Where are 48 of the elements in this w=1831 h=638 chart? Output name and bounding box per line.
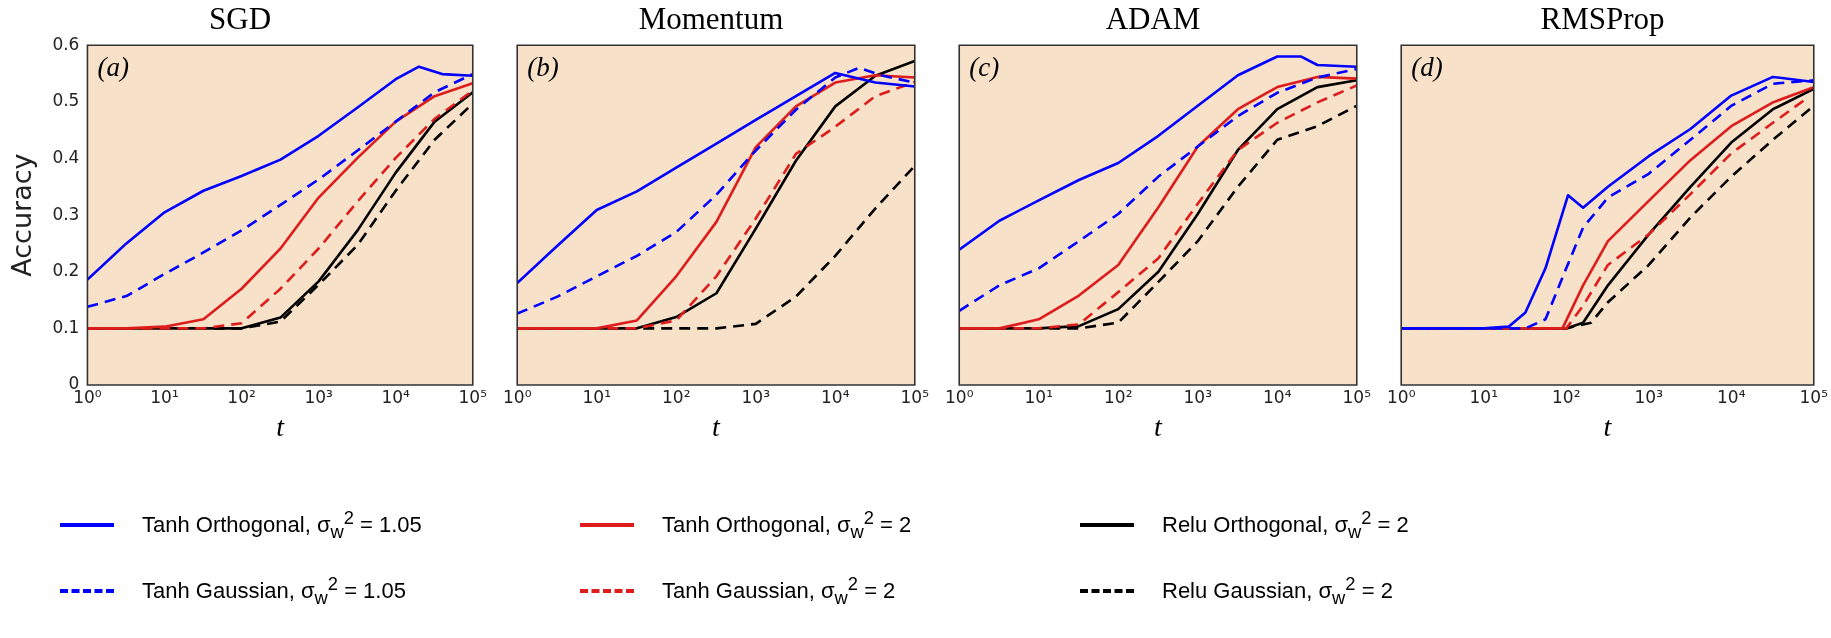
x-tick-label: 10³ xyxy=(304,386,333,407)
chart-title: ADAM xyxy=(1105,0,1201,36)
annotation: (d) xyxy=(1411,51,1443,82)
x-tick-label: 10¹ xyxy=(1469,386,1498,407)
x-axis-title: t xyxy=(1603,410,1613,442)
x-tick-label: 10³ xyxy=(1183,386,1212,407)
x-tick-label: 10⁴ xyxy=(1263,386,1292,407)
x-tick-label: 10⁵ xyxy=(1342,386,1371,407)
x-tick-label: 10² xyxy=(1552,386,1581,407)
legend-label: Tanh Gaussian, σ$_{w}$$^{2}$ = 2 xyxy=(662,573,896,609)
x-axis-title: t xyxy=(276,410,286,442)
x-tick-label: 10⁵ xyxy=(458,386,487,407)
chart-title: Momentum xyxy=(638,0,784,36)
y-axis-title: Accuracy xyxy=(6,153,38,277)
x-tick-label: 10² xyxy=(662,386,691,407)
y-tick-label: 0.6 xyxy=(52,33,80,54)
x-axis-title: t xyxy=(712,410,722,442)
y-tick-label: 0.4 xyxy=(52,146,80,167)
x-tick-label: 10⁰ xyxy=(1387,386,1416,407)
x-tick-label: 10⁰ xyxy=(503,386,532,407)
annotation: (b) xyxy=(527,51,559,82)
x-tick-label: 10¹ xyxy=(582,386,611,407)
x-axis-title: t xyxy=(1154,410,1164,442)
x-tick-label: 10⁴ xyxy=(1717,386,1746,407)
x-tick-label: 10² xyxy=(1104,386,1133,407)
x-tick-label: 10⁰ xyxy=(945,386,974,407)
annotation: (a) xyxy=(97,51,129,82)
annotation: (c) xyxy=(969,51,1000,82)
y-tick-label: 0.2 xyxy=(52,260,80,281)
legend-label: Relu Gaussian, σ$_{w}$$^{2}$ = 2 xyxy=(1162,573,1393,609)
legend-label: Tanh Gaussian, σ$_{w}$$^{2}$ = 1.05 xyxy=(142,573,406,609)
legend-label: Relu Orthogonal, σ$_{w}$$^{2}$ = 2 xyxy=(1162,507,1409,543)
y-tick-label: 0.3 xyxy=(52,203,80,224)
x-tick-label: 10⁵ xyxy=(900,386,929,407)
x-tick-label: 10³ xyxy=(1634,386,1663,407)
x-tick-label: 10³ xyxy=(741,386,770,407)
x-tick-label: 10¹ xyxy=(1024,386,1053,407)
legend-label: Tanh Orthogonal, σ$_{w}$$^{2}$ = 2 xyxy=(662,507,912,543)
x-tick-label: 10² xyxy=(227,386,256,407)
x-tick-label: 10¹ xyxy=(150,386,179,407)
x-tick-label: 10⁴ xyxy=(381,386,411,407)
y-tick-label: 0.1 xyxy=(52,316,80,337)
legend-label: Tanh Orthogonal, σ$_{w}$$^{2}$ = 1.05 xyxy=(142,507,422,543)
x-tick-label: 10⁴ xyxy=(821,386,850,407)
x-tick-label: 10⁵ xyxy=(1799,386,1828,407)
y-tick-label: 0.5 xyxy=(52,90,80,111)
chart-title: SGD xyxy=(208,0,272,36)
chart-title: RMSProp xyxy=(1540,0,1665,36)
